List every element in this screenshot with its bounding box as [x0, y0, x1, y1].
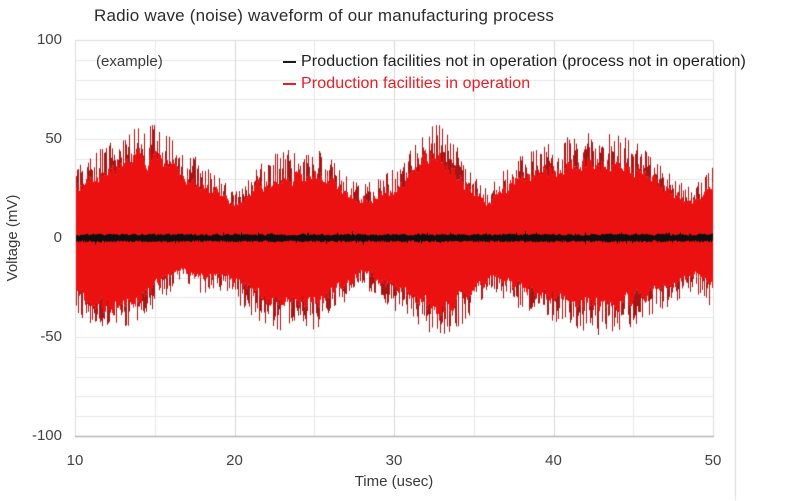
- x-axis-title: Time (usec): [354, 473, 434, 490]
- legend-item-in-operation: Production facilities in operation: [283, 73, 746, 95]
- x-tick-label-40: 40: [545, 452, 562, 469]
- x-tick-label-20: 20: [226, 452, 243, 469]
- y-tick-label--50: -50: [40, 328, 62, 345]
- legend-label-in-operation: Production facilities in operation: [301, 75, 531, 92]
- legend-item-not-in-operation: Production facilities not in operation (…: [283, 51, 746, 73]
- legend-line-red-icon: [283, 83, 296, 85]
- y-tick-label--100: -100: [31, 427, 62, 444]
- y-tick-label-0: 0: [53, 229, 62, 246]
- legend: Production facilities not in operation (…: [283, 51, 746, 95]
- y-tick-label-50: 50: [45, 130, 62, 147]
- x-tick-label-10: 10: [66, 452, 84, 469]
- example-annotation: (example): [96, 53, 163, 70]
- legend-line-black-icon: [283, 61, 296, 63]
- legend-label-not-in-operation: Production facilities not in operation (…: [301, 53, 746, 70]
- y-tick-label-100: 100: [36, 31, 62, 48]
- x-tick-label-30: 30: [385, 452, 403, 469]
- y-axis-title: Voltage (mV): [4, 194, 21, 282]
- x-tick-label-50: 50: [704, 452, 722, 469]
- chart-title: Radio wave (noise) waveform of our manuf…: [94, 6, 555, 25]
